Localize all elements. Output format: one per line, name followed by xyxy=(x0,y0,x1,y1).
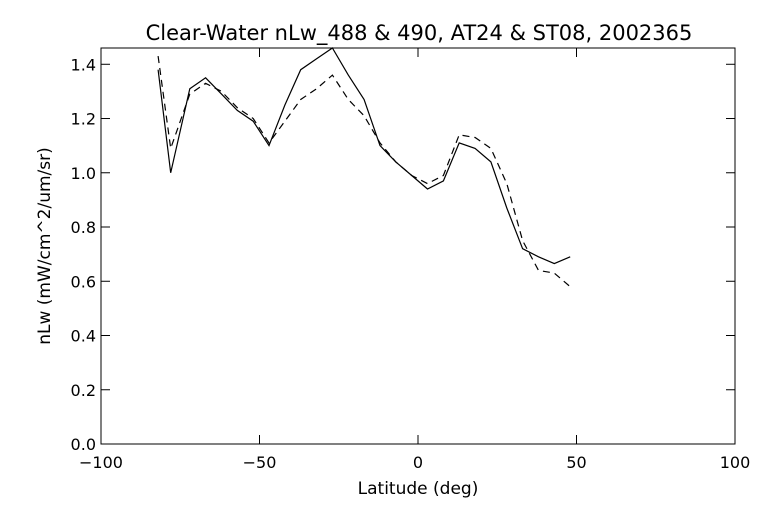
x-tick-label: 0 xyxy=(413,453,423,472)
x-tick-label: −100 xyxy=(79,453,123,472)
y-tick-label: 0.4 xyxy=(71,327,96,346)
y-axis-ticks: 0.0 0.2 0.4 0.6 0.8 1.0 1.2 1.4 xyxy=(71,55,735,454)
series-group xyxy=(157,47,571,288)
x-tick-label: −50 xyxy=(243,453,277,472)
plot-frame xyxy=(100,47,736,445)
y-tick-label: 0.8 xyxy=(71,218,96,237)
x-tick-label: 100 xyxy=(720,453,751,472)
chart-title: Clear-Water nLw_488 & 490, AT24 & ST08, … xyxy=(146,21,693,46)
y-tick-label: 0.6 xyxy=(71,272,96,291)
x-axis-ticks: −100 −50 0 50 100 xyxy=(79,48,750,472)
y-tick-label: 1.4 xyxy=(71,55,96,74)
y-axis-label: nLw (mW/cm^2/um/sr) xyxy=(35,147,55,345)
x-tick-label: 50 xyxy=(566,453,586,472)
y-tick-label: 1.0 xyxy=(71,164,96,183)
y-tick-label: 0.2 xyxy=(71,381,96,400)
y-tick-label: 0.0 xyxy=(71,435,96,454)
series-line-solid xyxy=(157,47,571,265)
series-line-dashed xyxy=(157,56,571,288)
y-tick-label: 1.2 xyxy=(71,110,96,129)
x-axis-label: Latitude (deg) xyxy=(358,479,479,499)
